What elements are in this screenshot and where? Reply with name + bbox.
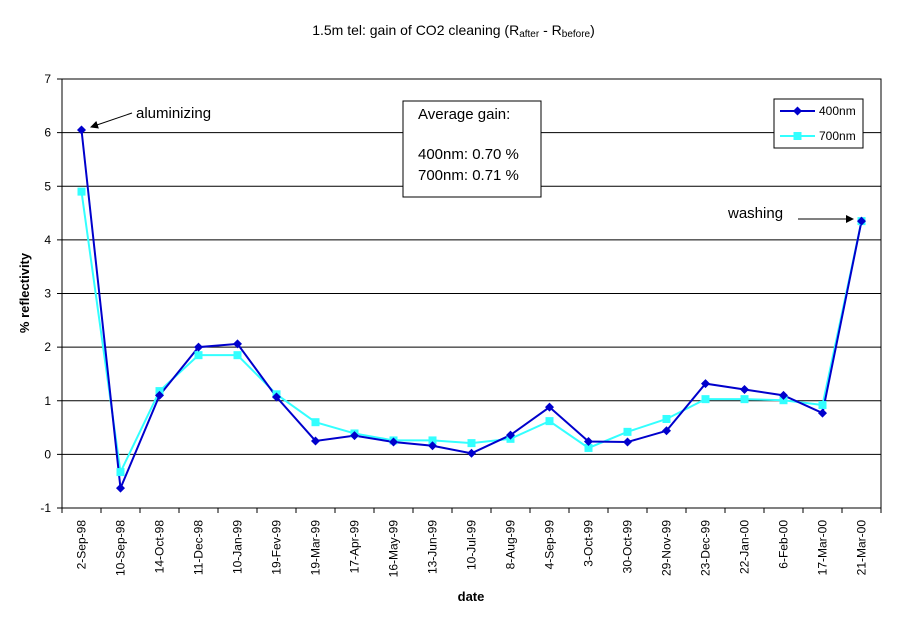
series-line-700nm (80, 191, 863, 476)
point-700nm (194, 351, 203, 360)
point-700nm (662, 414, 671, 423)
legend-700nm-marker (793, 132, 802, 140)
aluminizing-annotation: aluminizing (136, 105, 211, 122)
point-400nm (233, 339, 242, 349)
average-gain-box (402, 100, 542, 198)
point-400nm (506, 430, 515, 440)
x-tick-label: 6-Feb-00 (777, 520, 791, 569)
point-700nm (818, 401, 827, 410)
average-gain-heading: Average gain: (418, 106, 510, 123)
x-tick-label: 10-Jan-99 (231, 520, 245, 574)
x-tick-label: 19-Fev-99 (270, 520, 284, 575)
point-400nm (272, 392, 281, 402)
x-tick-label: 10-Sep-98 (114, 520, 128, 576)
point-400nm (779, 390, 788, 400)
point-400nm (467, 448, 476, 458)
y-tick-label: 2 (44, 340, 51, 354)
point-400nm (623, 437, 632, 447)
point-400nm (857, 216, 866, 226)
x-tick-label: 23-Dec-99 (699, 520, 713, 576)
legend-400nm-marker (793, 106, 802, 116)
point-700nm (116, 468, 125, 477)
point-700nm (233, 351, 242, 360)
point-700nm (311, 418, 320, 427)
legend-400nm-label: 400nm (819, 104, 856, 118)
x-tick-label: 2-Sep-98 (75, 520, 89, 570)
x-tick-label: 10-Jul-99 (465, 520, 479, 570)
x-tick-label: 29-Nov-99 (660, 520, 674, 576)
washing-annotation: washing (727, 205, 783, 222)
y-tick-label: 6 (44, 126, 51, 140)
point-400nm (545, 402, 554, 412)
x-tick-label: 14-Oct-98 (153, 520, 167, 574)
y-tick-label: -1 (40, 501, 51, 515)
aluminizing-arrow (90, 112, 133, 129)
point-400nm (194, 342, 203, 352)
point-400nm (77, 125, 86, 135)
y-axis-label: % reflectivity (17, 252, 32, 333)
x-tick-label: 13-Jun-99 (426, 520, 440, 574)
x-axis-label: date (458, 589, 485, 604)
point-400nm (311, 436, 320, 446)
point-700nm (467, 439, 476, 448)
point-400nm (116, 483, 125, 493)
point-700nm (701, 395, 710, 404)
point-700nm (77, 187, 86, 196)
point-400nm (740, 384, 749, 394)
legend: 400nm 700nm (773, 98, 864, 149)
point-700nm (779, 396, 788, 405)
average-gain-700nm: 700nm: 0.71 % (418, 167, 519, 184)
point-700nm (545, 417, 554, 426)
average-gain-400nm: 400nm: 0.70 % (418, 146, 519, 163)
y-tick-label: 5 (44, 179, 51, 193)
y-tick-label: 0 (44, 447, 51, 461)
x-tick-label: 8-Aug-99 (504, 520, 518, 570)
point-700nm (623, 427, 632, 436)
y-tick-label: 3 (44, 287, 51, 301)
x-tick-label: 16-May-99 (387, 520, 401, 578)
x-tick-label: 17-Mar-00 (816, 520, 830, 576)
point-400nm (818, 408, 827, 418)
y-tick-label: 1 (44, 394, 51, 408)
point-700nm (740, 395, 749, 404)
chart-title: 1.5m tel: gain of CO2 cleaning (Rafter -… (312, 22, 595, 40)
point-700nm (428, 436, 437, 445)
x-tick-label: 4-Sep-99 (543, 520, 557, 570)
x-tick-label: 22-Jan-00 (738, 520, 752, 574)
point-400nm (662, 426, 671, 436)
x-tick-label: 3-Oct-99 (582, 520, 596, 567)
x-tick-label: 11-Dec-98 (192, 520, 206, 575)
x-tick-label: 17-Apr-99 (348, 520, 362, 574)
point-400nm (350, 431, 359, 441)
x-tick-label: 30-Oct-99 (621, 520, 635, 574)
point-400nm (584, 437, 593, 447)
point-400nm (155, 390, 164, 400)
point-400nm (428, 441, 437, 451)
y-tick-label: 4 (44, 233, 51, 247)
point-400nm (389, 437, 398, 447)
legend-700nm-label: 700nm (819, 129, 856, 143)
x-tick-label: 21-Mar-00 (855, 520, 869, 576)
x-tick-label: 19-Mar-99 (309, 520, 323, 576)
y-tick-label: 7 (44, 72, 51, 86)
point-700nm (584, 443, 593, 452)
point-400nm (701, 379, 710, 389)
